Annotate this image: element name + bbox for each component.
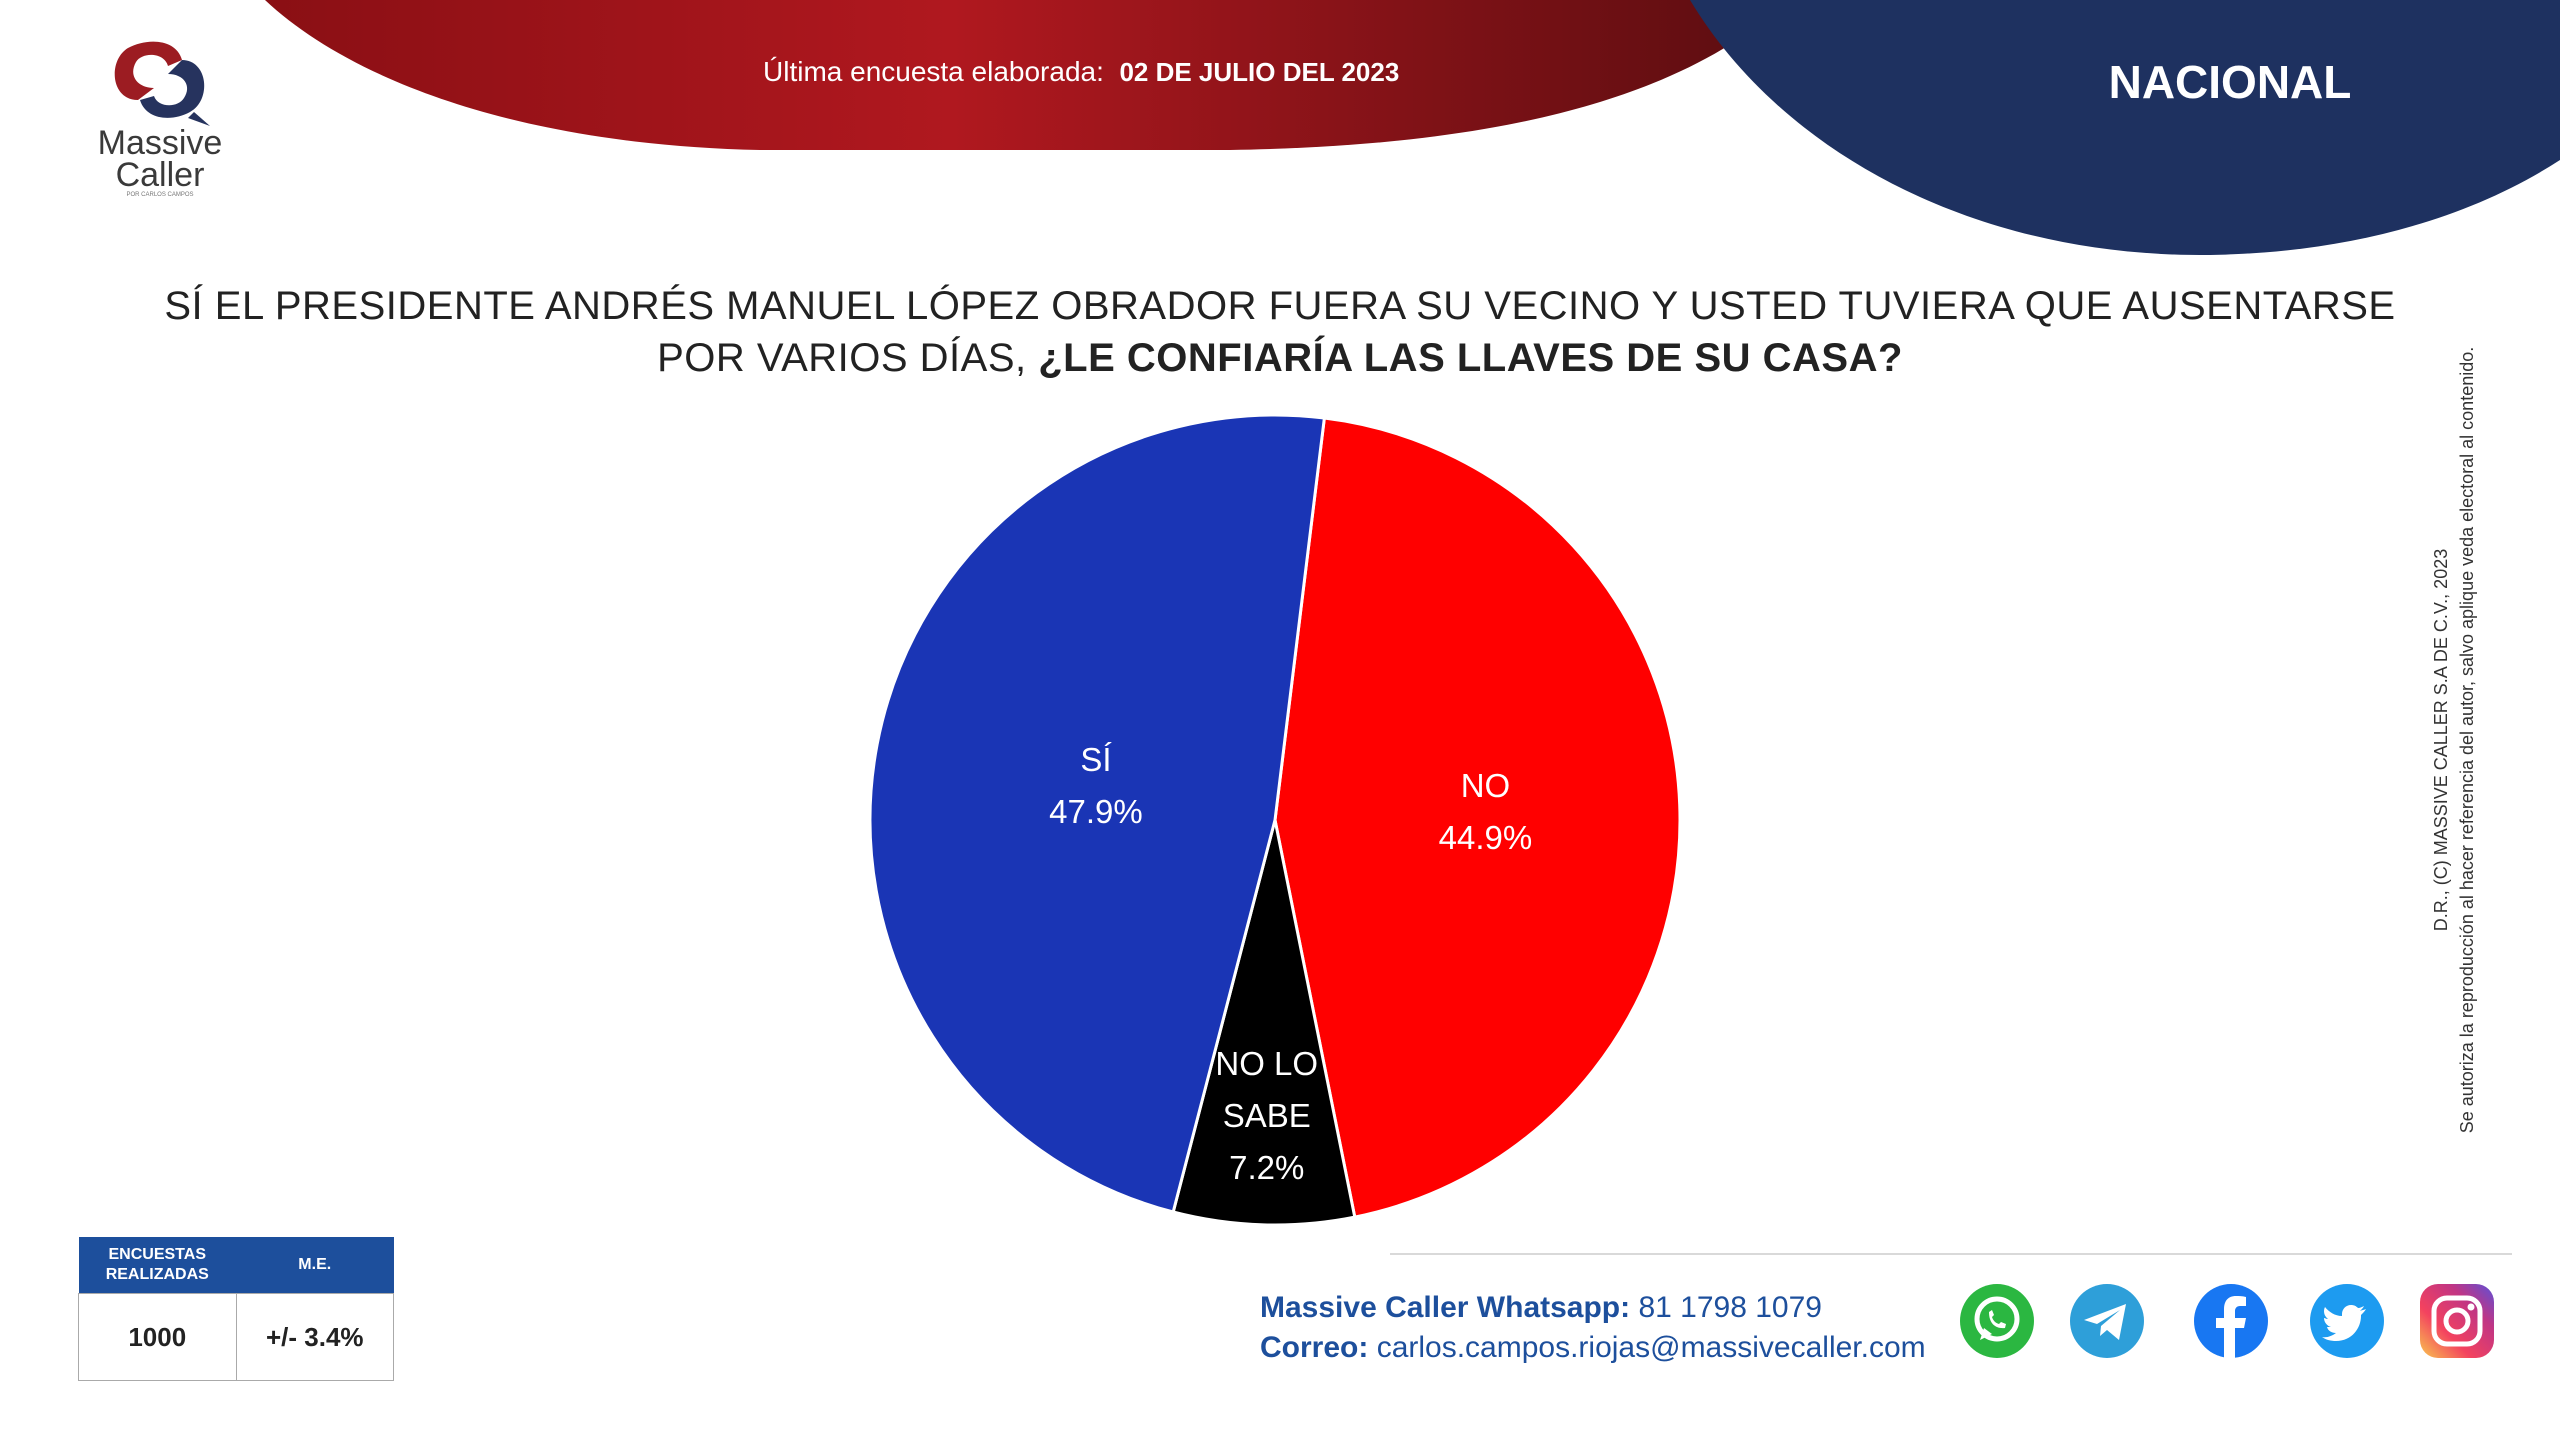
pie-slice-sí	[868, 413, 1327, 1214]
pie-slice-no	[1273, 416, 1682, 1219]
copyright-line2: Se autoriza la reproducción al hacer ref…	[2457, 346, 2477, 1134]
pie-chart	[868, 413, 1682, 1227]
twitter-icon[interactable]	[2308, 1282, 2386, 1360]
brand-line2: Caller	[115, 156, 205, 194]
whatsapp-contact: Massive Caller Whatsapp: 81 1798 1079	[1260, 1288, 1926, 1328]
question-line1: SÍ EL PRESIDENTE ANDRÉS MANUEL LÓPEZ OBR…	[164, 284, 2396, 328]
facebook-icon[interactable]	[2192, 1282, 2270, 1360]
pie-category-label: SABE	[1222, 1096, 1311, 1134]
survey-date-label: Última encuesta elaborada:	[763, 56, 1104, 87]
whatsapp-label: Massive Caller Whatsapp:	[1260, 1291, 1631, 1324]
logo-icon	[114, 41, 210, 126]
question-line2: POR VARIOS DÍAS, ¿LE CONFIARÍA LAS LLAVE…	[160, 332, 2400, 384]
stats-surveys-value: 1000	[78, 1293, 237, 1381]
question-line2-regular: POR VARIOS DÍAS,	[657, 336, 1027, 380]
stats-margin-value: +/- 3.4%	[235, 1293, 394, 1381]
pie-value-label: 44.9%	[1438, 818, 1533, 856]
pie-category-label: NO LO	[1215, 1044, 1319, 1082]
region-label: NACIONAL	[2108, 56, 2352, 108]
navy-header-shape	[1690, 0, 2560, 255]
pie-label-no-lo-sabe: NO LO SABE 7.2%	[1167, 1038, 1367, 1194]
copyright-notice: D.R., (C) MASSIVE CALLER S.A DE C.V., 20…	[2431, 280, 2477, 1200]
survey-date-value: 02 DE JULIO DEL 2023	[1119, 57, 1400, 87]
pie-category-label: NO	[1460, 766, 1511, 804]
red-header-band	[265, 0, 1790, 150]
pie-category-label: SÍ	[1080, 740, 1112, 778]
survey-date: Última encuesta elaborada: 02 DE JULIO D…	[763, 56, 1399, 88]
pie-slice-no-lo-sabe	[1171, 819, 1357, 1227]
copyright-line1: D.R., (C) MASSIVE CALLER S.A DE C.V., 20…	[2431, 548, 2451, 932]
email-label: Correo:	[1260, 1331, 1369, 1364]
contact-divider	[1390, 1253, 2512, 1255]
pie-value-label: 7.2%	[1229, 1148, 1305, 1186]
question-text: SÍ EL PRESIDENTE ANDRÉS MANUEL LÓPEZ OBR…	[160, 280, 2400, 384]
email-contact: Correo: carlos.campos.riojas@massivecall…	[1260, 1328, 1926, 1368]
massive-caller-logo: Massive Caller POR CARLOS CAMPOS	[80, 30, 240, 200]
whatsapp-number: 81 1798 1079	[1638, 1291, 1822, 1324]
pie-label-no: NO 44.9%	[1385, 760, 1585, 864]
brand-line1: Massive	[97, 124, 223, 162]
stats-header-surveys: ENCUESTAS REALIZADAS	[78, 1237, 236, 1294]
telegram-icon[interactable]	[2068, 1282, 2146, 1360]
email-address[interactable]: carlos.campos.riojas@massivecaller.com	[1376, 1331, 1926, 1364]
contact-info: Massive Caller Whatsapp: 81 1798 1079 Co…	[1260, 1288, 1926, 1368]
pie-value-label: 47.9%	[1049, 792, 1143, 830]
survey-stats-table: ENCUESTAS REALIZADAS M.E. 1000 +/- 3.4%	[78, 1237, 394, 1381]
brand-tagline: POR CARLOS CAMPOS	[126, 192, 194, 198]
question-line2-bold: ¿LE CONFIARÍA LAS LLAVES DE SU CASA?	[1038, 336, 1903, 380]
instagram-icon[interactable]	[2418, 1282, 2496, 1360]
whatsapp-icon[interactable]	[1958, 1282, 2036, 1360]
pie-label-sí: SÍ 47.9%	[996, 734, 1196, 838]
stats-header-margin: M.E.	[236, 1237, 394, 1294]
